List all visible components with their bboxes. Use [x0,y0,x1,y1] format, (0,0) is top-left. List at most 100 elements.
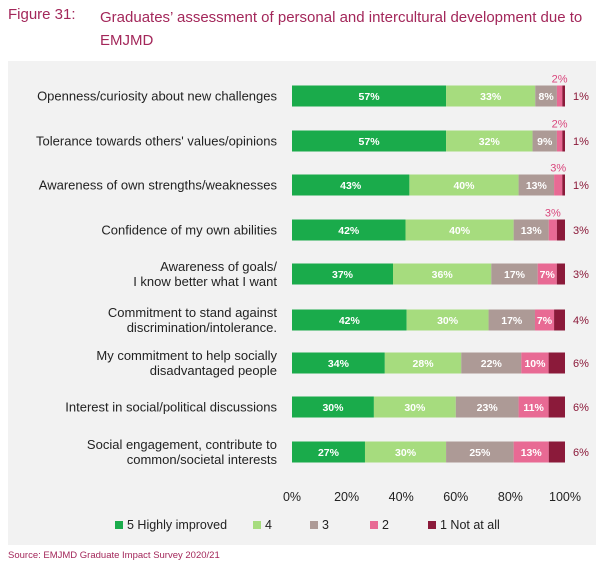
category-label: Social engagement, contribute to [87,437,277,452]
bar-segment [535,85,557,107]
bar-segment [537,263,557,285]
data-label: 23% [477,402,499,414]
data-label: 13% [526,180,548,192]
data-label: 37% [332,269,354,281]
data-label: 30% [395,447,417,459]
data-label: 3% [545,208,561,220]
bar-segment [446,85,536,107]
data-label: 57% [359,91,381,103]
legend-swatch [310,521,318,529]
data-label: 4% [573,315,589,327]
category-label: I know better what I want [133,274,277,289]
data-label: 27% [318,447,340,459]
bar-segment [556,219,565,241]
data-label: 32% [479,136,501,148]
legend-label: 5 Highly improved [127,518,227,532]
data-label: 30% [322,402,344,414]
legend-swatch [370,521,378,529]
x-tick-label: 80% [498,490,523,504]
data-label: 8% [538,91,554,103]
chart-frame: Openness/curiosity about new challenges 5… [8,61,596,545]
bar-segment [292,130,447,152]
bar-segment [292,219,406,241]
category-label: discrimination/intolerance. [127,320,277,335]
bar-segment [513,441,549,463]
bar-segment [521,352,549,374]
data-label: 1% [573,91,589,103]
bar-segment [556,263,565,285]
x-tick-label: 40% [389,490,414,504]
bar-segment [548,219,557,241]
data-label: 17% [504,269,526,281]
legend-label: 3 [322,518,329,532]
data-label: 6% [573,402,589,414]
bar-segment [292,174,410,196]
x-tick-label: 20% [334,490,359,504]
stacked-bar-chart: Openness/curiosity about new challenges 5… [36,74,589,533]
data-label: 11% [523,402,544,414]
bar-segment [446,130,533,152]
data-label: 40% [449,225,471,237]
bar-segment [292,441,365,463]
bar-segment [393,263,492,285]
bar-segment [513,219,549,241]
data-label: 22% [481,358,503,370]
bar-segment [554,174,563,196]
data-label: 6% [573,447,589,459]
data-label: 10% [524,358,546,370]
bar-segment [556,130,563,152]
bar-segment [292,85,447,107]
bar-segment [292,309,407,331]
bar-segment [292,263,394,285]
bar-segment [554,309,565,331]
data-label: 7% [540,269,556,281]
data-label: 57% [359,136,381,148]
data-label: 13% [521,447,543,459]
data-label: 30% [437,315,459,327]
bar-segment [455,396,519,418]
category-label: Interest in social/political discussions [65,400,277,415]
data-label: 43% [340,180,362,192]
data-label: 6% [573,358,589,370]
data-label: 33% [480,91,502,103]
data-label: 34% [328,358,350,370]
bar-segment [373,396,456,418]
data-label: 42% [338,225,360,237]
data-label: 9% [537,136,553,148]
data-label: 17% [501,315,523,327]
category-label: Awareness of own strengths/weaknesses [39,178,278,193]
bar-segment [548,441,565,463]
bar-segment [406,309,489,331]
data-label: 1% [573,136,589,148]
category-label: Openness/curiosity about new challenges [37,89,277,104]
data-label: 7% [537,315,553,327]
bar-segment [292,396,374,418]
data-label: 2% [552,119,568,131]
x-tick-label: 0% [283,490,301,504]
legend-label: 2 [382,518,389,532]
bar-segment [534,309,555,331]
bar-segment [556,85,563,107]
legend-label: 4 [265,518,272,532]
bar-segment [405,219,514,241]
data-label: 3% [573,269,589,281]
bar-segment [364,441,447,463]
category-label: My commitment to help socially [96,348,277,363]
data-label: 3% [573,225,589,237]
figure-title: Graduates’ assessment of personal and in… [100,9,583,49]
bar-segment [548,352,565,374]
data-label: 40% [453,180,475,192]
data-label: 36% [432,269,454,281]
data-label: 42% [339,315,361,327]
bar-segment [562,85,565,107]
bar-segment [384,352,462,374]
figure-number: Figure 31: [8,6,76,23]
data-label: 13% [521,225,543,237]
data-label: 30% [404,402,426,414]
data-label: 25% [469,447,491,459]
legend-swatch [253,521,261,529]
bar-segment [292,352,385,374]
category-label: disadvantaged people [150,363,277,378]
data-label: 3% [550,163,566,175]
category-label: common/societal interests [127,452,278,467]
